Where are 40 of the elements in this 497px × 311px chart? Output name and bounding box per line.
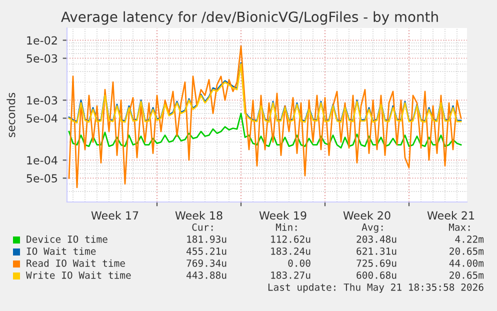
line-series [68, 45, 462, 188]
text: 20.65m [450, 271, 484, 279]
text: 181.93u [187, 235, 226, 243]
y-tick-label: 5e-03 [26, 54, 58, 63]
text: 183.27u [271, 271, 310, 279]
y-tick-label: 5e-05 [26, 174, 57, 183]
text: Max: [448, 224, 470, 231]
legend-label: Write IO Wait time [26, 271, 131, 279]
text: Last update: Thu May 21 18:35:58 2026 [268, 283, 484, 293]
x-tick-label: Week 21 [427, 211, 474, 220]
text: Avg: [362, 224, 383, 233]
text: 112.62u [271, 235, 310, 243]
legend-label: IO Wait time [26, 247, 96, 255]
text: 600.68u [356, 271, 396, 279]
text: 203.48u [356, 235, 396, 243]
text: 44.00m [449, 259, 484, 267]
text: 443.88u [186, 271, 226, 279]
text: 725.69u [356, 259, 396, 267]
x-tick-label: Week 20 [343, 211, 390, 220]
y-tick-label: 5e-04 [26, 114, 58, 123]
text: 183.24u [271, 247, 310, 255]
text: 455.21u [186, 247, 226, 255]
legend-label: Read IO Wait time [26, 259, 125, 267]
y-tick-label: 1e-03 [27, 96, 58, 105]
chart-title: Average latency for /dev/BionicVG/LogFiles - by month [61, 11, 438, 25]
text: 621.31u [356, 247, 396, 255]
y-axis-title: seconds [6, 92, 16, 138]
text: 0.00 [288, 259, 310, 267]
x-tick-label: Week 17 [91, 211, 138, 220]
text: 20.65m [450, 247, 484, 255]
text: 4.22m [455, 235, 484, 243]
x-tick-label: Week 18 [175, 211, 222, 220]
y-tick-label: 1e-02 [27, 36, 57, 45]
text: Cur: [192, 223, 213, 231]
line-series [68, 112, 462, 149]
text: Min: [276, 223, 297, 231]
x-tick-label: Week 19 [259, 211, 306, 220]
text: 769.34u [186, 259, 226, 267]
y-tick-label: 1e-04 [27, 156, 58, 164]
legend-label: Device IO time [26, 235, 108, 243]
